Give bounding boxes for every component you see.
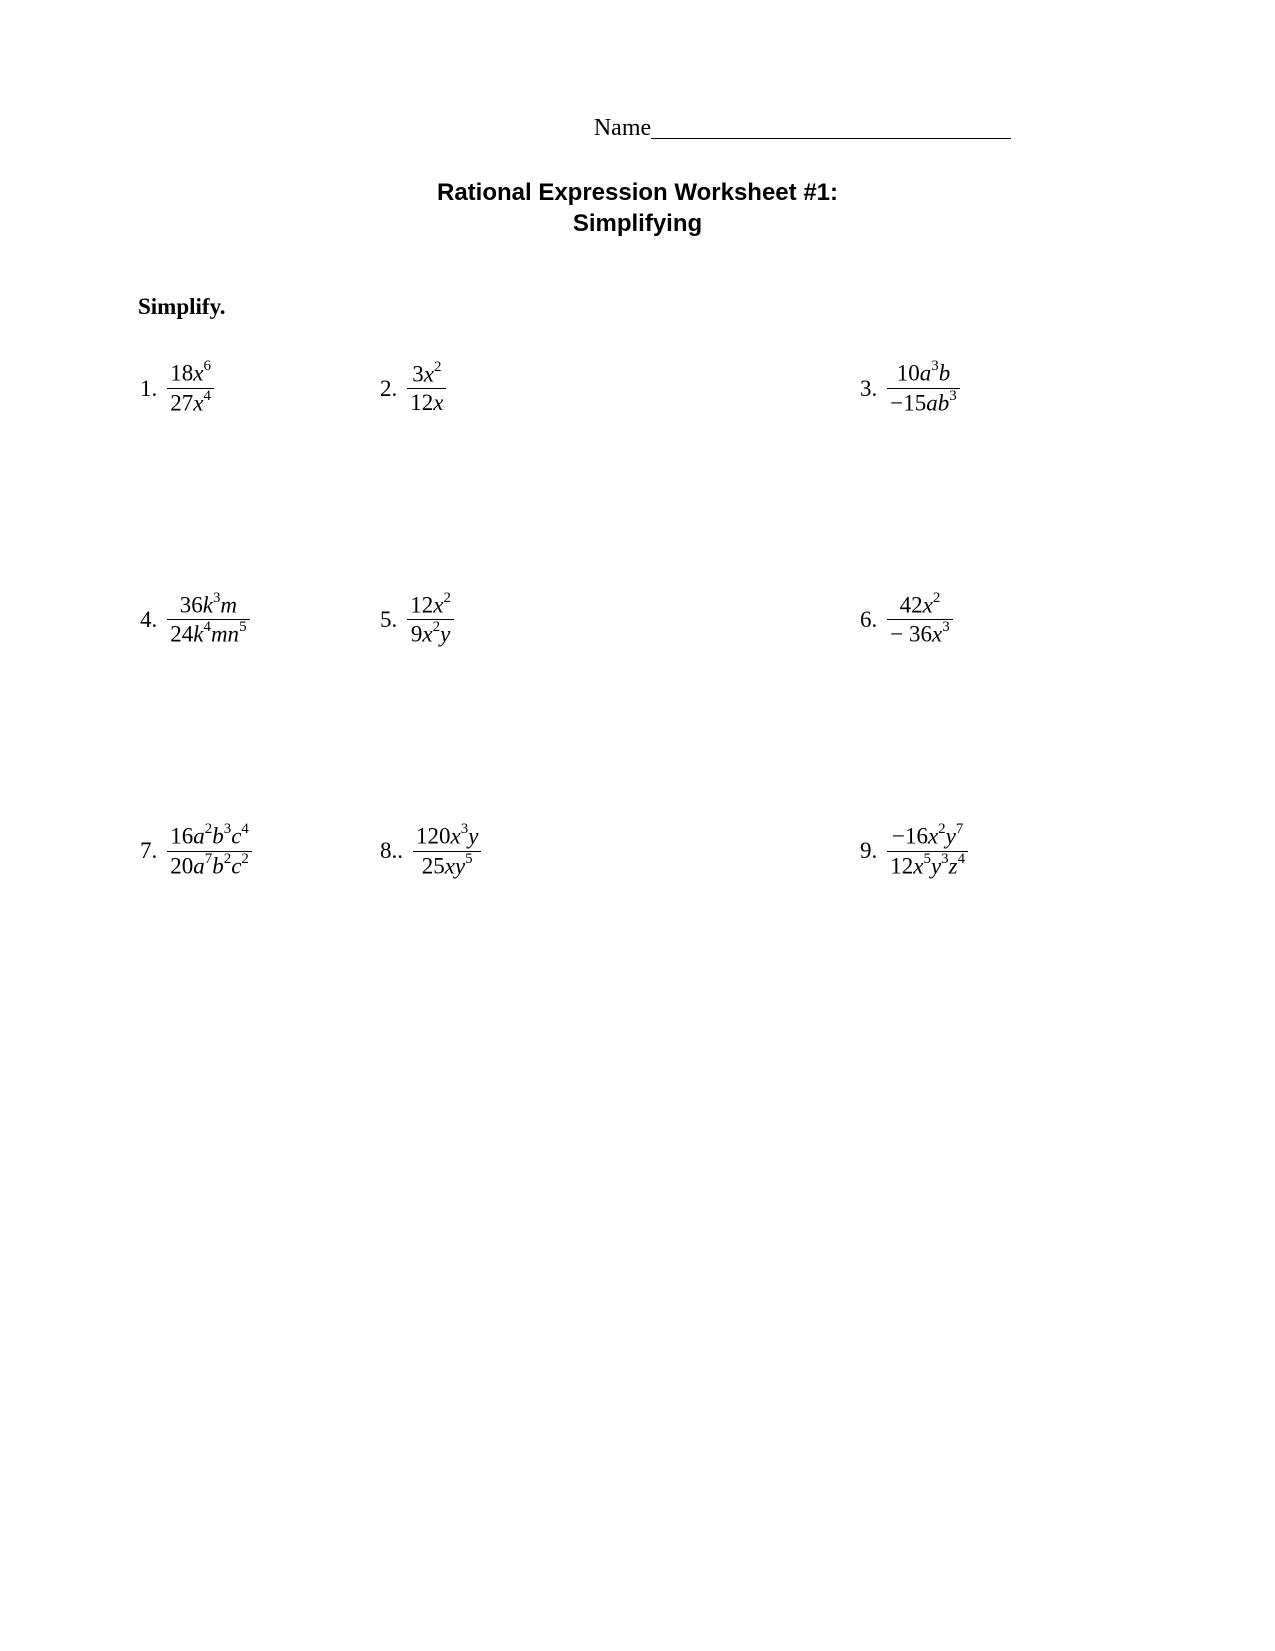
numerator: 3x2 [407, 361, 446, 390]
numerator: 10a3b [887, 360, 959, 389]
problem-5: 5. 12x29x2y [380, 592, 680, 648]
problem-number: 4. [140, 607, 157, 633]
fraction: 12x29x2y [407, 592, 454, 648]
fraction: 120x3y25xy5 [413, 823, 481, 879]
problems-grid: 1. 18x627x4 2. 3x212x 3. 10a3b−15ab3 4. 36k3m24… [140, 360, 1135, 879]
title-line-2: Simplifying [140, 208, 1135, 239]
denominator: 12x [407, 389, 446, 416]
fraction: 18x627x4 [167, 360, 214, 416]
problem-number: 8.. [380, 838, 403, 864]
worksheet-page: Name Rational Expression Worksheet #1: S… [0, 0, 1275, 879]
numerator: 18x6 [167, 360, 214, 389]
problem-8: 8.. 120x3y25xy5 [380, 823, 680, 879]
problem-9: 9. −16x2y712x5y3z4 [700, 823, 1135, 879]
fraction: 10a3b−15ab3 [887, 360, 959, 416]
denominator: 20a7b2c2 [167, 852, 252, 880]
problem-3: 3. 10a3b−15ab3 [700, 360, 1135, 416]
numerator: −16x2y7 [887, 823, 968, 852]
fraction: 16a2b3c420a7b2c2 [167, 823, 252, 879]
fraction: −16x2y712x5y3z4 [887, 823, 968, 879]
denominator: 24k4mn5 [167, 620, 249, 648]
name-blank-line [651, 138, 1011, 139]
numerator: 12x2 [407, 592, 454, 621]
problem-number: 9. [860, 838, 877, 864]
problem-7: 7. 16a2b3c420a7b2c2 [140, 823, 360, 879]
problem-number: 2. [380, 376, 397, 402]
name-label: Name [594, 115, 651, 141]
numerator: 16a2b3c4 [167, 823, 252, 852]
numerator: 120x3y [413, 823, 481, 852]
problem-number: 6. [860, 607, 877, 633]
denominator: 12x5y3z4 [887, 852, 968, 880]
fraction: 36k3m24k4mn5 [167, 592, 249, 648]
denominator: −15ab3 [887, 389, 959, 417]
numerator: 42x2 [887, 592, 952, 621]
denominator: − 36x3 [887, 620, 952, 648]
problem-number: 7. [140, 838, 157, 864]
numerator: 36k3m [167, 592, 249, 621]
problem-6: 6. 42x2− 36x3 [700, 592, 1135, 648]
title-line-1: Rational Expression Worksheet #1: [140, 177, 1135, 208]
instruction-text: Simplify. [138, 294, 1135, 320]
problem-number: 5. [380, 607, 397, 633]
denominator: 9x2y [407, 620, 454, 648]
worksheet-title: Rational Expression Worksheet #1: Simpli… [140, 177, 1135, 239]
fraction: 3x212x [407, 361, 446, 417]
name-field-row: Name [140, 115, 1135, 142]
problem-number: 3. [860, 376, 877, 402]
problem-1: 1. 18x627x4 [140, 360, 360, 416]
denominator: 27x4 [167, 389, 214, 417]
problem-number: 1. [140, 376, 157, 402]
problem-2: 2. 3x212x [380, 360, 680, 416]
problem-4: 4. 36k3m24k4mn5 [140, 592, 360, 648]
fraction: 42x2− 36x3 [887, 592, 952, 648]
denominator: 25xy5 [413, 852, 481, 880]
